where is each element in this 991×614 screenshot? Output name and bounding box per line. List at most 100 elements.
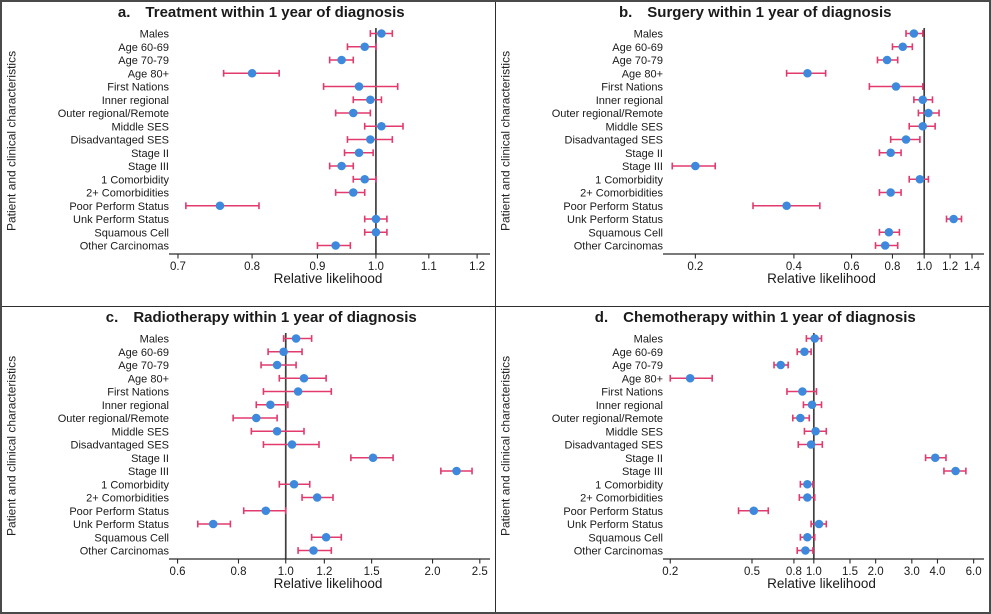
x-tick-label: 0.8 (230, 566, 246, 578)
category-label: Poor Perform Status (563, 506, 663, 518)
data-point (882, 55, 891, 65)
data-point (331, 241, 340, 250)
category-label: Stage III (128, 161, 169, 173)
category-label: Other Carcinomas (80, 546, 170, 558)
data-point (807, 400, 816, 410)
category-label: Middle SES (605, 426, 662, 438)
panel-a-treatment: a. Treatment within 1 year of diagnosis P… (2, 2, 496, 307)
x-tick-label: 1.2 (316, 566, 332, 578)
category-label: Stage II (625, 453, 663, 465)
panel-b-title-text: Surgery within 1 year of diagnosis (647, 4, 892, 21)
data-point (251, 413, 261, 423)
category-label: Males (633, 334, 663, 346)
category-label: 2+ Comorbidities (86, 493, 169, 505)
x-tick-label: 1.1 (421, 261, 437, 273)
data-point (917, 95, 927, 105)
category-label: 1 Comorbidity (595, 479, 663, 491)
panel-c-letter: c. (105, 309, 119, 326)
data-point (354, 82, 364, 91)
x-tick-label: 1.0 (368, 261, 384, 273)
x-tick-label: 6.0 (965, 566, 981, 578)
data-point (312, 493, 322, 502)
category-label: Age 70-79 (612, 55, 663, 67)
category-label: 2+ Comorbidities (86, 188, 169, 200)
data-point (354, 148, 364, 158)
x-tick-label: 4.0 (929, 566, 945, 578)
panel-a-x-axis-label: Relative likelihood (273, 271, 383, 286)
panel-b-title: b. Surgery within 1 year of diagnosis (530, 4, 982, 21)
data-point (930, 453, 940, 463)
category-label: Stage II (131, 453, 169, 465)
category-label: Inner regional (595, 95, 662, 107)
category-label: Outer regional/Remote (58, 413, 169, 425)
data-point (371, 214, 381, 224)
category-label: First Nations (107, 82, 169, 94)
category-label: Males (633, 29, 663, 41)
x-tick-label: 1.0 (278, 566, 294, 578)
data-point (452, 466, 461, 476)
category-label: First Nations (601, 387, 663, 399)
x-tick-label: 1.5 (841, 566, 857, 578)
data-point (885, 188, 895, 197)
x-tick-label: 0.4 (785, 261, 802, 273)
category-label: Unk Perform Status (567, 214, 663, 226)
category-label: Males (140, 29, 170, 41)
category-label: Stage III (622, 466, 663, 478)
x-tick-label: 1.5 (364, 566, 380, 578)
panel-d-chemotherapy: d. Chemotherapy within 1 year of diagnosi… (496, 307, 990, 612)
category-label: Unk Perform Status (73, 214, 169, 226)
category-label: Age 70-79 (118, 360, 169, 372)
category-label: 1 Comorbidity (101, 174, 169, 186)
data-point (915, 174, 924, 184)
data-point (948, 214, 958, 224)
data-point (368, 453, 378, 463)
data-point (299, 373, 309, 383)
category-label: Stage II (625, 148, 663, 160)
data-point (917, 121, 927, 131)
data-point (923, 108, 933, 118)
category-label: 1 Comorbidity (101, 479, 169, 491)
panel-d-letter: d. (594, 309, 609, 326)
x-tick-label: 0.6 (843, 261, 859, 273)
data-point (337, 161, 346, 171)
category-label: Age 60-69 (118, 347, 169, 359)
panel-a-title-text: Treatment within 1 year of diagnosis (145, 4, 405, 21)
category-label: Squamous Cell (94, 532, 169, 544)
panel-b-letter: b. (618, 4, 633, 21)
data-point (802, 479, 812, 489)
data-point (309, 546, 318, 555)
panel-d-title: d. Chemotherapy within 1 year of diagnosi… (530, 309, 982, 326)
data-point (802, 532, 812, 542)
category-label: Age 80+ (128, 68, 169, 80)
x-tick-label: 0.9 (309, 261, 325, 273)
x-tick-label: 0.8 (244, 261, 260, 273)
category-label: Inner regional (102, 95, 169, 107)
category-label: Middle SES (112, 121, 169, 133)
data-point (880, 241, 889, 250)
category-label: Unk Perform Status (567, 519, 663, 531)
data-point (802, 493, 812, 502)
data-point (810, 426, 820, 436)
category-label: Age 60-69 (612, 42, 663, 54)
data-point (814, 519, 823, 529)
x-tick-label: 2.0 (425, 566, 441, 578)
x-tick-label: 0.7 (170, 261, 186, 273)
category-label: Disadvantaged SES (564, 135, 662, 147)
panel-c-title-text: Radiotherapy within 1 year of diagnosis (133, 309, 417, 326)
data-point (950, 466, 960, 476)
data-point (291, 334, 301, 343)
data-point (685, 373, 694, 383)
data-point (897, 42, 907, 52)
category-label: Squamous Cell (588, 532, 663, 544)
data-point (909, 29, 918, 38)
data-point (261, 506, 271, 516)
x-tick-label: 3.0 (903, 566, 919, 578)
data-point (885, 148, 895, 158)
data-point (215, 201, 225, 211)
category-label: Age 70-79 (612, 360, 663, 372)
panel-c-title: c. Radiotherapy within 1 year of diagnosi… (36, 309, 487, 326)
panel-a-letter: a. (117, 4, 131, 21)
